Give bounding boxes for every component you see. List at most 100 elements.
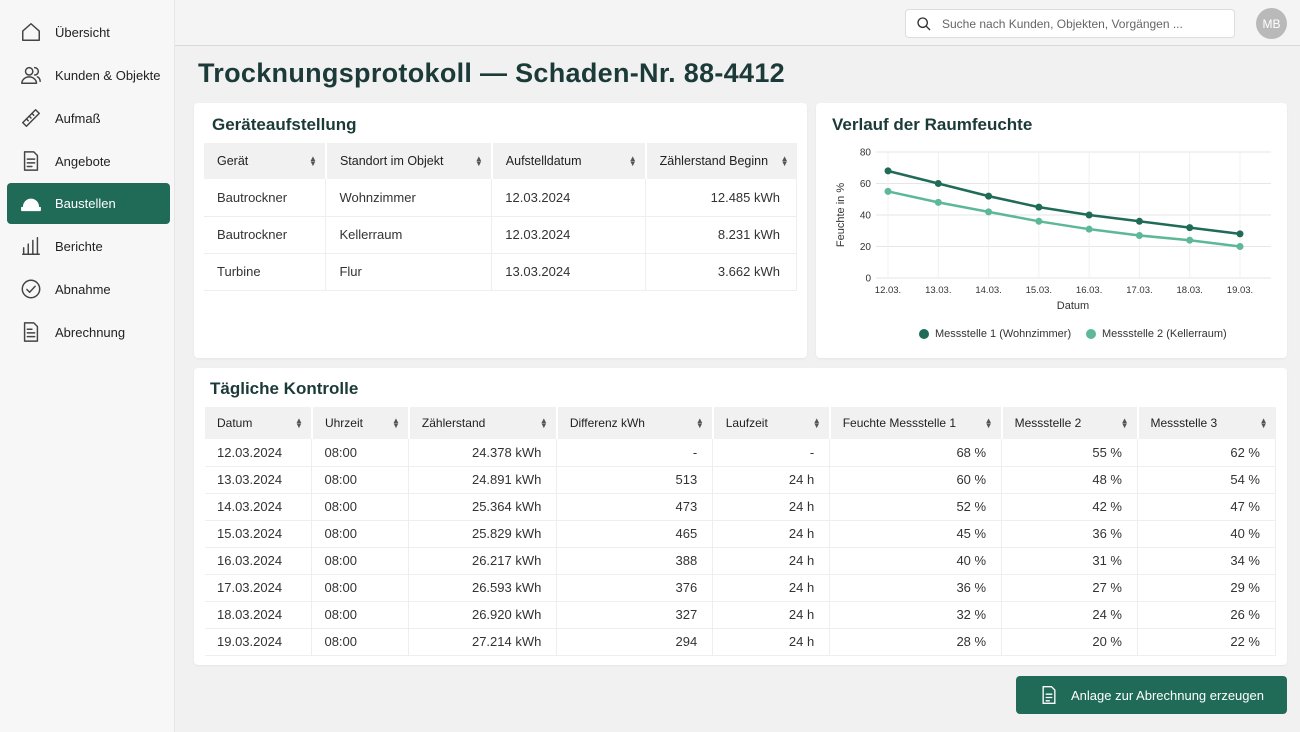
column-header-messstelle-3[interactable]: Messstelle 3 ▲ ▼ <box>1137 407 1276 439</box>
sidebar-item-berichte[interactable]: Berichte <box>7 225 170 267</box>
cell-uhrzeit: 08:00 <box>311 493 410 521</box>
cell-zaehlerstand: 26.217 kWh <box>408 547 558 575</box>
table-row[interactable]: 12.03.2024 08:00 24.378 kWh - -68 % 55 % 62 % <box>205 439 1276 467</box>
series-line-1 <box>887 169 1241 236</box>
sidebar-item-abrechnung[interactable]: Abrechnung <box>7 311 170 353</box>
sidebar-item-angebote[interactable]: Angebote <box>7 140 170 182</box>
cell-messstelle-3: 34 % <box>1137 547 1276 575</box>
cell-geraet: Bautrockner <box>204 216 327 254</box>
sidebar-item-baustellen[interactable]: Baustellen <box>7 183 170 224</box>
cell-uhrzeit: 08:00 <box>311 547 410 575</box>
table-row[interactable]: 18.03.2024 08:00 26.920 kWh 327 24 h 32 % 24 %… <box>205 601 1276 629</box>
cell-datum: 17.03.2024 <box>205 574 313 602</box>
hard-hat-icon <box>19 192 43 216</box>
sort-icon: ▲ ▼ <box>295 416 303 430</box>
sort-icon: ▲ ▼ <box>1259 416 1268 430</box>
avatar[interactable]: MB <box>1256 8 1287 39</box>
data-point <box>934 198 942 206</box>
y-tick-label: 80 <box>860 148 872 159</box>
table-row[interactable]: 13.03.2024 08:00 24.891 kWh 513 24 h 60 % 48 %… <box>205 466 1276 494</box>
column-header-messstelle-2[interactable]: Messstelle 2 ▲ ▼ <box>1001 407 1139 439</box>
y-tick-label: 20 <box>860 242 872 253</box>
check-circle-icon <box>19 277 43 301</box>
sidebar-item-abnahme[interactable]: Abnahme <box>7 268 170 310</box>
table-row[interactable]: Bautrockner Kellerraum 12.03.2024 8.231 … <box>204 216 797 254</box>
search-input[interactable] <box>942 16 1232 31</box>
table-row[interactable]: 19.03.2024 08:00 27.214 kWh 294 24 h 28 % 20 %… <box>205 628 1276 656</box>
sort-icon: ▲ ▼ <box>539 416 548 430</box>
cell-zaehlerstand: 24.378 kWh <box>408 439 558 467</box>
button-label: Anlage zur Abrechnung erzeugen <box>1071 687 1264 703</box>
cell-messstelle-3: 40 % <box>1137 520 1276 548</box>
legend-item-series-1[interactable]: Messstelle 1 (Wohnzimmer) <box>919 328 1071 340</box>
sidebar-item-aufmass[interactable]: Aufmaß <box>7 97 170 139</box>
sort-icon: ▲ ▼ <box>392 416 400 430</box>
table-row[interactable]: Turbine Flur 13.03.2024 3.662 kWh <box>204 253 797 291</box>
cell-differenz-kwh: - <box>556 439 714 467</box>
search-box[interactable] <box>905 9 1235 38</box>
cell-datum: 12.03.2024 <box>205 439 313 467</box>
column-header-standort[interactable]: Standort im Objekt ▲ ▼ <box>325 143 493 179</box>
create-billing-attachment-button[interactable]: Anlage zur Abrechnung erzeugen <box>1016 676 1287 714</box>
series-line-2 <box>887 190 1241 248</box>
cell-uhrzeit: 08:00 <box>311 574 410 602</box>
cell-differenz-kwh: 513 <box>556 466 714 494</box>
cell-zaehlerstand: 3.662 kWh <box>645 253 797 291</box>
y-axis-label: Feuchte in % <box>835 183 847 247</box>
sort-icon: ▲ ▼ <box>695 416 704 430</box>
sort-icon: ▲ ▼ <box>812 416 821 430</box>
daily-title: Tägliche Kontrolle <box>210 379 359 398</box>
cell-feuchte-messstelle-1: 68 % <box>829 439 1003 467</box>
legend-item-series-2[interactable]: Messstelle 2 (Kellerraum) <box>1086 328 1227 340</box>
cell-zaehlerstand: 12.485 kWh <box>645 179 797 217</box>
home-icon <box>19 20 43 44</box>
sidebar-item-label: Übersicht <box>55 24 110 40</box>
table-row[interactable]: Bautrockner Wohnzimmer 12.03.2024 12.485… <box>204 179 797 217</box>
column-header-geraet[interactable]: Gerät ▲ ▼ <box>204 143 327 179</box>
column-header-zaehlerstand-beginn[interactable]: Zählerstand Beginn ▲ ▼ <box>645 143 797 179</box>
column-header-differenz-kwh[interactable]: Differenz kWh ▲ ▼ <box>556 407 714 439</box>
data-point <box>1135 231 1143 239</box>
cell-zaehlerstand: 24.891 kWh <box>408 466 558 494</box>
data-point <box>1085 211 1093 219</box>
cell-zaehlerstand: 26.593 kWh <box>408 574 558 602</box>
column-header-zaehlerstand[interactable]: Zählerstand ▲ ▼ <box>408 407 558 439</box>
data-point <box>985 208 993 216</box>
cell-differenz-kwh: 388 <box>556 547 714 575</box>
data-point <box>1186 236 1194 244</box>
cell-zaehlerstand: 25.829 kWh <box>408 520 558 548</box>
cell-feuchte-messstelle-1: 45 % <box>829 520 1003 548</box>
cell-feuchte-messstelle-1: 28 % <box>829 628 1003 656</box>
x-tick-label: 19.03. <box>1227 285 1253 296</box>
document-icon <box>1039 685 1071 705</box>
cell-zaehlerstand: 27.214 kWh <box>408 628 558 656</box>
cell-feuchte-messstelle-1: 36 % <box>829 574 1003 602</box>
sort-icon: ▲ ▼ <box>309 154 317 168</box>
cell-laufzeit: 24 h <box>712 574 831 602</box>
cell-laufzeit: 24 h <box>712 601 831 629</box>
y-tick-label: 40 <box>860 211 872 222</box>
sidebar-item-uebersicht[interactable]: Übersicht <box>7 11 170 53</box>
cell-messstelle-2: 48 % <box>1001 466 1138 494</box>
sidebar-item-label: Abnahme <box>55 281 111 297</box>
table-row[interactable]: 15.03.2024 08:00 25.829 kWh 465 24 h 45 % 36 %… <box>205 520 1276 548</box>
data-point <box>1135 217 1143 225</box>
table-row[interactable]: 16.03.2024 08:00 26.217 kWh 388 24 h 40 % 31 %… <box>205 547 1276 575</box>
column-header-laufzeit[interactable]: Laufzeit ▲ ▼ <box>712 407 831 439</box>
cell-laufzeit: 24 h <box>712 466 831 494</box>
data-point <box>1236 230 1244 238</box>
column-header-datum[interactable]: Datum ▲ ▼ <box>205 407 313 439</box>
table-row[interactable]: 17.03.2024 08:00 26.593 kWh 376 24 h 36 % 27 %… <box>205 574 1276 602</box>
column-header-feuchte-messstelle-1[interactable]: Feuchte Messstelle 1 ▲ ▼ <box>829 407 1003 439</box>
x-tick-label: 16.03. <box>1076 285 1102 296</box>
table-row[interactable]: 14.03.2024 08:00 25.364 kWh 473 24 h 52 % 42 %… <box>205 493 1276 521</box>
sidebar-item-kunden-objekte[interactable]: Kunden & Objekte <box>7 54 170 96</box>
column-header-uhrzeit[interactable]: Uhrzeit ▲ ▼ <box>311 407 410 439</box>
cell-messstelle-3: 26 % <box>1137 601 1276 629</box>
x-axis-label: Datum <box>1057 300 1089 312</box>
bar-chart-icon <box>19 234 43 258</box>
humidity-line-chart: 0 20 40 60 80 12.03. 13.03. 14.03. 15.03. 16.03. 1… <box>835 148 1271 312</box>
cell-messstelle-2: 42 % <box>1001 493 1138 521</box>
column-header-aufstelldatum[interactable]: Aufstelldatum ▲ ▼ <box>491 143 647 179</box>
cell-standort: Flur <box>325 253 493 291</box>
